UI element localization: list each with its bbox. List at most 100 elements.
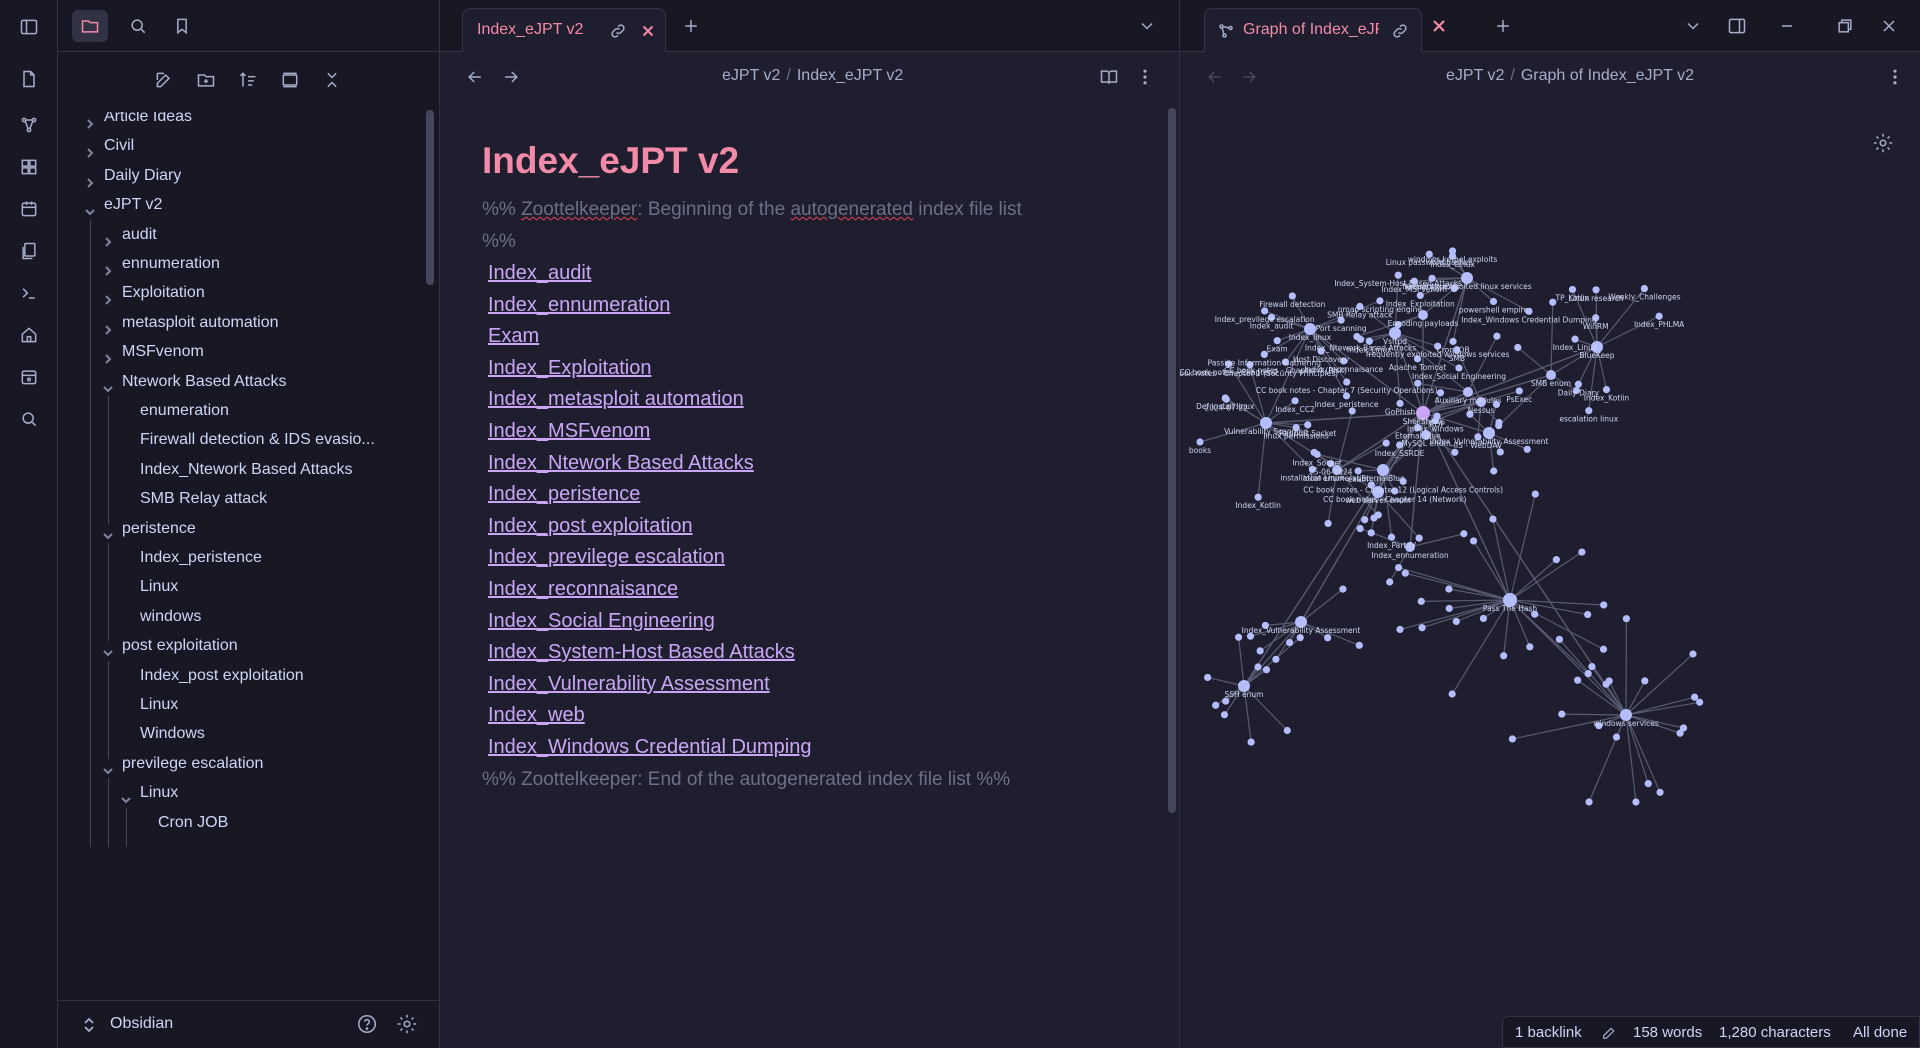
internal-link[interactable]: Index_System-Host Based Attacks [488,641,795,664]
tree-file[interactable]: Index_peristence [58,543,428,573]
vault-name[interactable]: Obsidian [110,1015,174,1032]
tree-folder[interactable]: Linux [58,778,428,808]
new-folder-icon[interactable] [192,66,220,94]
internal-link[interactable]: Index_web [488,704,585,727]
tree-folder[interactable]: MSFvenom [58,337,428,367]
chevron-right-icon[interactable] [84,140,96,159]
internal-link[interactable]: Index_Windows Credential Dumping [488,735,812,758]
internal-link[interactable]: Index_reconnaisance [488,577,679,600]
auto-reveal-icon[interactable] [276,66,304,94]
chevron-down-icon[interactable] [84,199,96,216]
tree-folder[interactable]: previlege escalation [58,749,428,779]
more-options-icon[interactable] [1882,64,1908,90]
sort-icon[interactable] [234,66,262,94]
reading-view-book-icon[interactable] [1096,64,1122,90]
chevron-right-icon[interactable] [102,346,114,364]
tree-folder[interactable]: Daily Diary [58,161,428,191]
internal-link[interactable]: Index_Vulnerability Assessment [488,672,770,695]
tree-file[interactable]: Cron JOB [58,808,428,838]
back-arrow-icon[interactable] [1202,64,1228,90]
minimize-window-icon[interactable] [1774,13,1800,39]
tree-file[interactable]: Windows [58,719,428,749]
tab-index-ejpt[interactable]: Index_eJPT v2 [462,8,666,52]
sync-status[interactable]: All done [1853,1024,1908,1041]
forward-arrow-icon[interactable] [498,64,524,90]
tree-folder[interactable]: post exploitation [58,631,428,661]
sidebar-scrollbar[interactable] [426,110,434,285]
tree-folder[interactable]: audit [58,220,428,250]
edit-mode-pencil-icon[interactable] [1601,1025,1617,1041]
help-icon[interactable] [356,1013,380,1037]
internal-link[interactable]: Index_peristence [488,483,641,506]
tree-folder[interactable]: ennumeration [58,249,428,279]
close-graph-tab-icon[interactable] [1426,13,1452,39]
chevron-right-icon[interactable] [84,112,96,129]
calendar-icon[interactable] [14,194,44,224]
collapse-all-icon[interactable] [318,66,346,94]
templates-icon[interactable] [14,236,44,266]
chevron-right-icon[interactable] [84,170,96,188]
link-icon[interactable] [1391,22,1409,40]
graph-settings-gear-icon[interactable] [1872,132,1898,158]
internal-link[interactable]: Index_metasploit automation [488,388,744,411]
chevron-down-icon[interactable] [102,523,114,540]
tree-file[interactable]: windows [58,602,428,632]
breadcrumb-folder[interactable]: eJPT v2 [722,67,781,84]
internal-link[interactable]: Index_audit [488,262,592,284]
chevron-right-icon[interactable] [102,229,114,247]
canvas-icon[interactable] [14,152,44,182]
close-window-icon[interactable] [1876,13,1902,39]
restore-window-icon[interactable] [1832,13,1858,39]
toggle-sidebar-icon[interactable] [14,12,44,42]
internal-link[interactable]: Index_Exploitation [488,356,652,379]
new-tab-plus-icon[interactable] [1490,13,1516,39]
chevron-right-icon[interactable] [102,258,114,276]
chevron-down-icon[interactable] [102,758,114,775]
tree-file[interactable]: Index_Ntework Based Attacks [58,455,428,485]
tree-folder[interactable]: metasploit automation [58,308,428,338]
comment-end[interactable]: %% Zoottelkeeper: End of the autogenerat… [482,768,1011,790]
internal-link[interactable]: Index_ennumeration [488,293,671,316]
new-note-icon[interactable] [150,66,178,94]
tree-file[interactable]: SMB Relay attack [58,484,428,514]
internal-link[interactable]: Exam [488,325,540,348]
internal-link[interactable]: Index_Social Engineering [488,609,715,632]
tree-folder[interactable]: Ntework Based Attacks [58,367,428,397]
tree-file[interactable]: Linux [58,690,428,720]
bookmarks-tab-icon[interactable] [164,10,200,42]
daily-note-icon[interactable] [14,362,44,392]
note-title[interactable]: Index_eJPT v2 [482,140,740,181]
graph-canvas[interactable]: ShellShock frequently exploited linux ser… [1162,102,1920,1048]
note-content[interactable]: Index_eJPT v2 %% Zoottelkeeper: Beginnin… [482,140,1142,796]
toggle-right-sidebar-icon[interactable] [1724,13,1750,39]
tab-list-chevron-down-icon[interactable] [1134,13,1160,39]
chevron-right-icon[interactable] [102,287,114,306]
vault-switch-chevron-icon[interactable] [82,1017,96,1038]
tree-folder[interactable]: eJPT v2 [58,190,428,220]
file-icon[interactable] [14,64,44,94]
breadcrumb-file[interactable]: Graph of Index_eJPT v2 [1520,67,1694,84]
tree-folder[interactable]: peristence [58,514,428,544]
new-tab-plus-icon[interactable] [678,13,704,39]
tab-list-chevron-down-icon[interactable] [1680,13,1706,39]
search-icon[interactable] [14,404,44,434]
tree-file[interactable]: enumeration [58,396,428,426]
back-arrow-icon[interactable] [462,64,488,90]
internal-link[interactable]: Index_Ntework Based Attacks [488,451,754,474]
graph-view[interactable]: ShellShock frequently exploited linux ser… [1162,102,1920,1048]
internal-link[interactable]: Index_MSFvenom [488,419,651,442]
internal-link[interactable]: Index_post exploitation [488,514,693,537]
tree-file[interactable]: Linux [58,572,428,602]
chevron-down-icon[interactable] [120,787,132,804]
tree-folder[interactable]: Article Ideas [58,112,428,132]
backlinks-count[interactable]: 1 backlink [1515,1024,1582,1041]
settings-gear-icon[interactable] [396,1013,420,1037]
graph-view-icon[interactable] [14,110,44,140]
tree-file[interactable]: Index_post exploitation [58,661,428,691]
forward-arrow-icon[interactable] [1236,64,1262,90]
tree-file[interactable]: Firewall detection & IDS evasio... [58,425,428,455]
more-options-icon[interactable] [1132,64,1158,90]
chevron-down-icon[interactable] [102,640,114,657]
breadcrumb-folder[interactable]: eJPT v2 [1446,67,1505,84]
close-tab-icon[interactable] [639,22,657,40]
